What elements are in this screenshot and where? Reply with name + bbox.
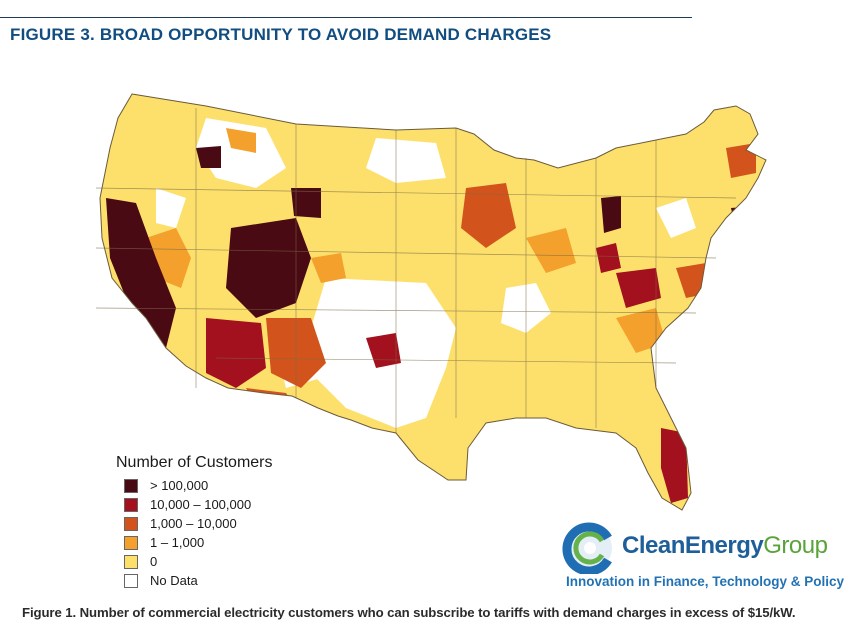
figure-title: FIGURE 3. BROAD OPPORTUNITY TO AVOID DEM… [10, 25, 552, 44]
legend-label: 1 – 1,000 [150, 535, 205, 550]
logo-wordmark: CleanEnergyGroup [622, 532, 828, 560]
legend-swatch [124, 497, 138, 512]
state-borders [96, 108, 737, 433]
us-outline [99, 93, 767, 511]
legend-swatch [124, 573, 138, 588]
logo-swirl-icon [562, 522, 612, 574]
legend-title: Number of Customers [116, 454, 273, 471]
logo-name-primary: CleanEnergy [622, 532, 764, 559]
legend-item: No Data [116, 571, 273, 590]
legend-swatch [124, 478, 138, 493]
top-rule [0, 17, 692, 18]
legend-swatch [124, 535, 138, 550]
us-map-svg [96, 93, 767, 511]
logo-name-secondary: Group [763, 532, 828, 559]
clean-energy-group-logo: CleanEnergyGroup Innovation in Finance, … [560, 522, 850, 600]
legend-swatch [124, 554, 138, 569]
legend-item: 1,000 – 10,000 [116, 514, 273, 533]
us-map [96, 88, 796, 518]
legend-label: No Data [150, 573, 198, 588]
legend-label: 0 [150, 554, 158, 569]
legend-item: 1 – 1,000 [116, 533, 273, 552]
map-legend: Number of Customers > 100,000 10,000 – 1… [116, 454, 273, 590]
legend-item: 0 [116, 552, 273, 571]
legend-label: 1,000 – 10,000 [150, 516, 237, 531]
legend-swatch [124, 516, 138, 531]
legend-label: > 100,000 [150, 478, 209, 493]
logo-tagline: Innovation in Finance, Technology & Poli… [566, 574, 845, 589]
figure-caption: Figure 1. Number of commercial electrici… [22, 605, 796, 620]
legend-item: > 100,000 [116, 476, 273, 495]
legend-label: 10,000 – 100,000 [150, 497, 252, 512]
legend-item: 10,000 – 100,000 [116, 495, 273, 514]
